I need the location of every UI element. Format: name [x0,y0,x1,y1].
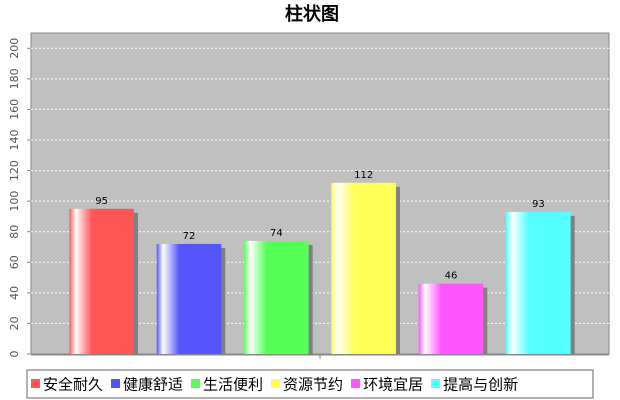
y-tick-label: 60 [8,255,21,269]
value-label: 112 [354,170,373,181]
legend-label: 资源节约 [283,376,343,394]
y-tick-label: 160 [8,99,21,120]
bar [418,283,484,354]
y-tick-label: 40 [8,286,21,300]
y-tick-label: 0 [8,351,21,358]
bar [506,211,571,354]
y-tick-label: 120 [8,160,21,181]
bar [69,208,134,354]
y-tick-label: 20 [8,316,21,330]
legend-label: 健康舒适 [123,376,183,394]
legend-swatch [271,379,281,388]
bar [244,240,309,354]
y-tick-label: 200 [8,38,21,59]
legend-box [26,369,594,399]
y-tick-label: 140 [8,130,21,151]
legend-swatch [111,379,121,388]
y-tick-label: 100 [8,191,21,212]
bar [156,243,222,354]
legend-label: 生活便利 [203,376,263,394]
value-label: 74 [270,228,283,239]
y-tick-label: 80 [8,225,21,239]
chart-title: 柱状图 [285,3,339,25]
legend-swatch [351,379,361,388]
legend-swatch [31,379,40,388]
value-label: 72 [183,231,196,242]
y-tick-label: 180 [8,68,21,89]
value-label: 93 [532,199,545,210]
legend-swatch [431,379,441,388]
value-label: 46 [445,271,458,282]
legend-swatch [191,379,201,388]
value-label: 95 [95,196,108,207]
legend-label: 安全耐久 [43,376,103,394]
bar [331,182,396,354]
legend-label: 提高与创新 [443,376,518,394]
legend-label: 环境宜居 [363,376,423,394]
